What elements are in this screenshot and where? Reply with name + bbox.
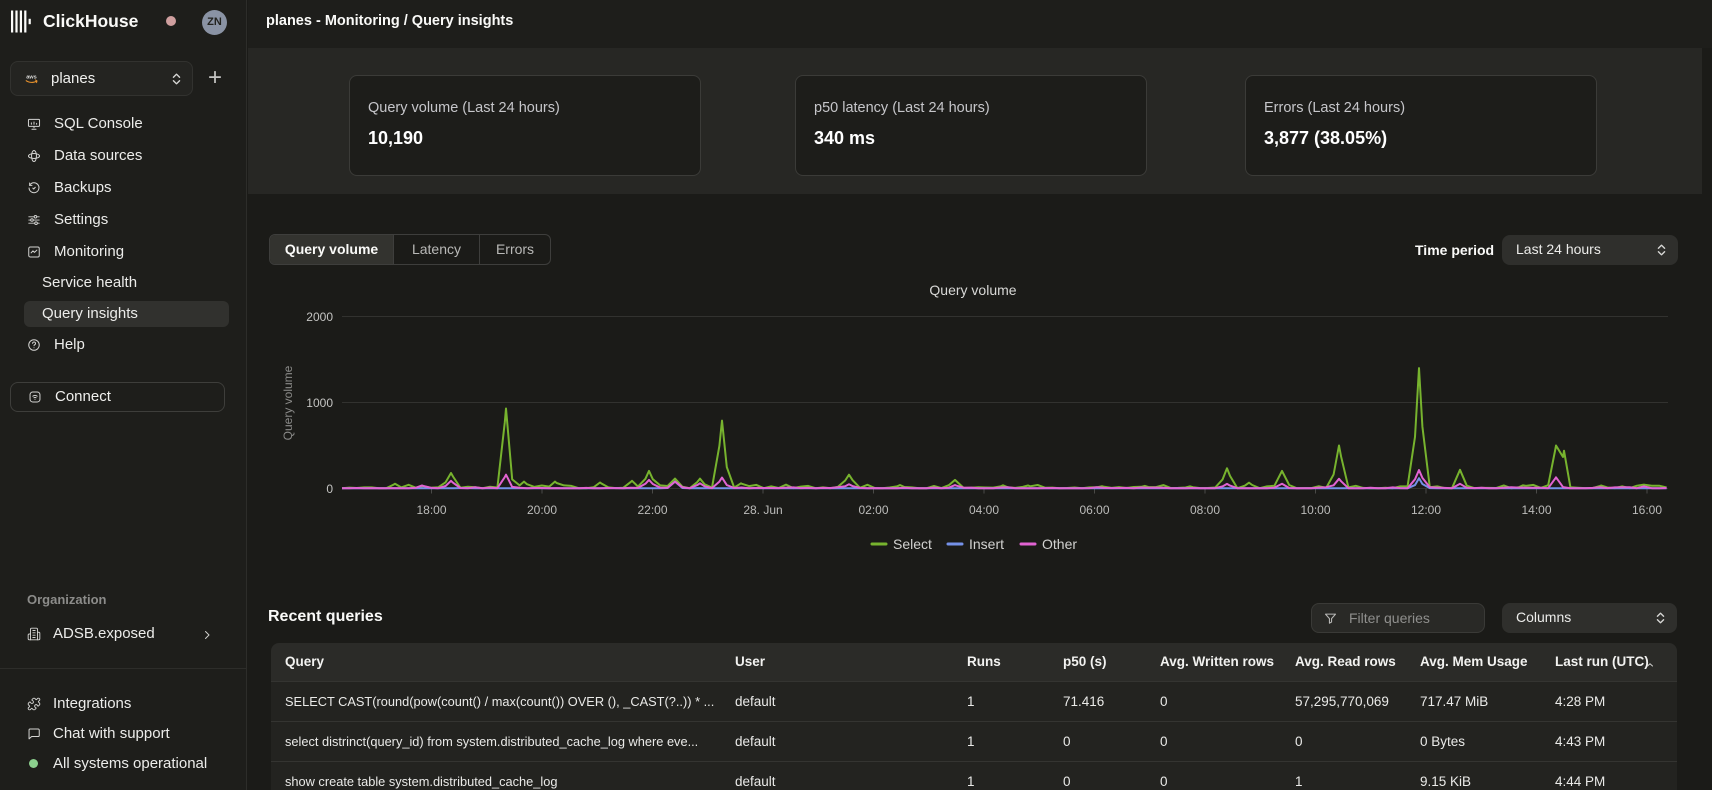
svg-text:aws: aws <box>26 75 37 81</box>
svg-text:28. Jun: 28. Jun <box>743 503 782 517</box>
svg-text:1000: 1000 <box>306 396 333 410</box>
svg-text:16:00: 16:00 <box>1632 503 1662 517</box>
svg-text:2000: 2000 <box>306 310 333 324</box>
svg-text:02:00: 02:00 <box>858 503 888 517</box>
svg-text:04:00: 04:00 <box>969 503 999 517</box>
svg-text:06:00: 06:00 <box>1079 503 1109 517</box>
svg-text:20:00: 20:00 <box>527 503 557 517</box>
svg-text:Select: Select <box>893 536 932 552</box>
svg-text:0: 0 <box>326 482 333 496</box>
svg-text:Query volume: Query volume <box>281 365 295 440</box>
svg-text:Other: Other <box>1042 536 1077 552</box>
svg-text:12:00: 12:00 <box>1411 503 1441 517</box>
svg-text:Insert: Insert <box>969 536 1004 552</box>
svg-text:22:00: 22:00 <box>637 503 667 517</box>
svg-text:08:00: 08:00 <box>1190 503 1220 517</box>
svg-text:18:00: 18:00 <box>416 503 446 517</box>
svg-text:Query volume: Query volume <box>929 282 1016 298</box>
svg-text:10:00: 10:00 <box>1300 503 1330 517</box>
svg-text:14:00: 14:00 <box>1521 503 1551 517</box>
